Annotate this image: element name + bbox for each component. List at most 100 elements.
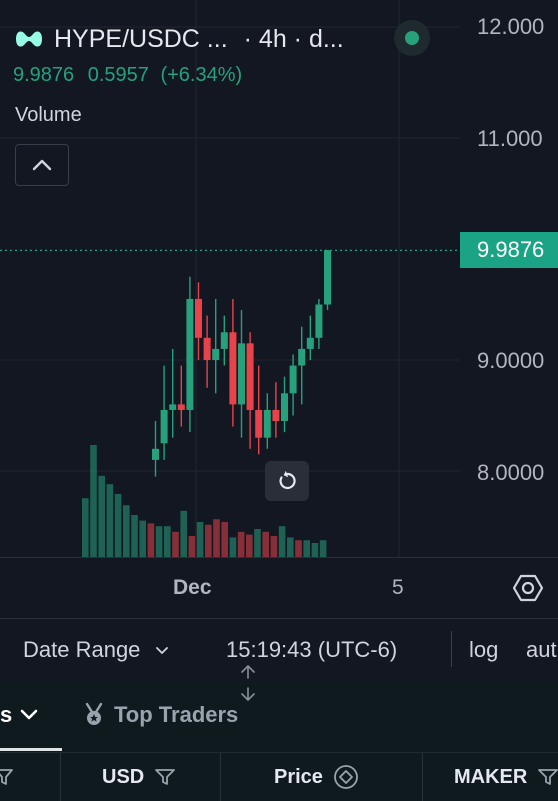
candle-body: [177, 404, 185, 410]
chevron-up-icon: [32, 159, 52, 171]
price-change: 0.5957: [87, 64, 149, 86]
volume-bar: [196, 522, 204, 557]
toolbar-divider: [451, 631, 452, 667]
volume-bar: [303, 540, 310, 557]
tab-top-traders-label: Top Traders: [114, 702, 239, 727]
chart-toolbar: Date Range 15:19:43 (UTC-6) log aut: [0, 618, 558, 681]
collapse-indicators-button[interactable]: [15, 144, 69, 186]
price-column-header[interactable]: Price: [274, 753, 359, 801]
log-scale-toggle[interactable]: log: [469, 637, 499, 662]
timezone-clock[interactable]: 15:19:43 (UTC-6): [226, 637, 398, 662]
chevron-down-icon: [20, 709, 38, 720]
auto-scale-toggle[interactable]: aut: [526, 637, 557, 662]
volume-bar: [319, 540, 327, 557]
medal-icon: [85, 702, 103, 725]
time-axis[interactable]: Dec 5: [0, 557, 558, 618]
date-range-dropdown[interactable]: Date Range: [23, 637, 169, 663]
reset-icon: [279, 470, 296, 490]
volume-bar: [246, 534, 253, 557]
time-axis-label: 5: [392, 576, 404, 599]
trades-panel: s Top Traders USD: [0, 682, 558, 801]
volume-bar: [131, 515, 138, 557]
panel-tabs: s Top Traders: [0, 682, 558, 752]
volume-bar: [287, 537, 294, 557]
symbol-header[interactable]: HYPE/USDC ... · 4h · d...: [12, 22, 344, 56]
volume-bar: [90, 445, 97, 557]
price-axis-label: 12.000: [477, 14, 545, 39]
table-header: USD Price MAKER: [0, 752, 558, 801]
candle-body: [281, 393, 288, 422]
volume-bar: [311, 543, 319, 557]
volume-bar: [295, 540, 302, 557]
volume-bar: [155, 526, 163, 557]
time-axis-label: Dec: [173, 576, 212, 599]
current-price-tag: 9.9876: [460, 232, 558, 268]
chart-canvas[interactable]: [0, 0, 558, 557]
panel-resize-handle[interactable]: [238, 664, 258, 702]
price-change-percent: (+6.34%): [160, 64, 243, 86]
tab-top-traders[interactable]: Top Traders: [82, 702, 238, 728]
usd-column-label: USD: [102, 765, 145, 788]
volume-bar: [270, 536, 278, 557]
volume-bar: [123, 505, 130, 557]
live-status-icon: [405, 31, 419, 45]
hyperliquid-logo-icon: [16, 31, 42, 47]
volume-bar: [254, 529, 261, 557]
price-axis-label: 11.000: [477, 126, 543, 151]
interval-label: · 4h · d...: [243, 24, 344, 53]
candle-body: [238, 343, 245, 405]
ohlc-summary: 9.9876 0.5957 (+6.34%): [13, 64, 242, 87]
candle-body: [220, 332, 228, 349]
volume-indicator-label[interactable]: Volume: [15, 104, 82, 126]
candle-body: [195, 298, 202, 338]
candle-body: [324, 250, 331, 305]
column-divider: [220, 753, 221, 801]
candle-body: [152, 448, 159, 460]
candle-body: [229, 332, 237, 405]
volume-bar: [188, 536, 196, 557]
volume-bar: [221, 522, 228, 557]
maker-column-header[interactable]: MAKER: [454, 753, 558, 801]
price-axis-label: 9.0000: [477, 348, 545, 373]
candle-body: [306, 337, 314, 349]
chart-settings-icon[interactable]: [512, 572, 544, 604]
candle-body: [272, 409, 280, 422]
volume-bar: [205, 524, 212, 557]
volume-bar: [82, 498, 89, 557]
candle-body: [203, 337, 211, 360]
candle-body: [255, 409, 263, 438]
reset-chart-button[interactable]: [265, 461, 309, 501]
filter-icon: [155, 769, 176, 785]
tab-trades-label: s: [0, 702, 13, 727]
last-price: 9.9876: [13, 64, 75, 86]
candle-body: [315, 304, 323, 338]
chart-area[interactable]: HYPE/USDC ... · 4h · d... 9.9876 0.5957 …: [0, 0, 558, 557]
date-range-label: Date Range: [23, 637, 141, 662]
maker-column-label: MAKER: [454, 765, 528, 788]
candle-body: [263, 409, 271, 438]
filter-icon: [0, 769, 13, 785]
candle-body: [298, 348, 306, 366]
usd-column-header[interactable]: USD: [102, 753, 176, 801]
column-divider: [60, 753, 61, 801]
market-status-indicator[interactable]: [394, 20, 430, 56]
volume-bar: [278, 526, 286, 557]
volume-bar: [114, 494, 122, 557]
filter-icon: [538, 769, 558, 785]
volume-bar: [180, 510, 187, 557]
candle-body: [246, 343, 254, 410]
active-tab-indicator: [0, 748, 62, 751]
candle-body: [186, 298, 194, 410]
currency-toggle-icon: [334, 765, 358, 789]
volume-bar: [172, 531, 179, 557]
volume-bar: [237, 531, 245, 557]
volume-bar: [147, 523, 155, 557]
volume-bar: [139, 520, 146, 557]
volume-bar: [98, 475, 105, 557]
filter-column[interactable]: [0, 753, 14, 801]
volume-bar: [262, 531, 269, 557]
candle-body: [212, 348, 220, 360]
volume-bar: [106, 484, 114, 557]
column-divider: [422, 753, 423, 801]
tab-trades[interactable]: s: [0, 702, 38, 728]
